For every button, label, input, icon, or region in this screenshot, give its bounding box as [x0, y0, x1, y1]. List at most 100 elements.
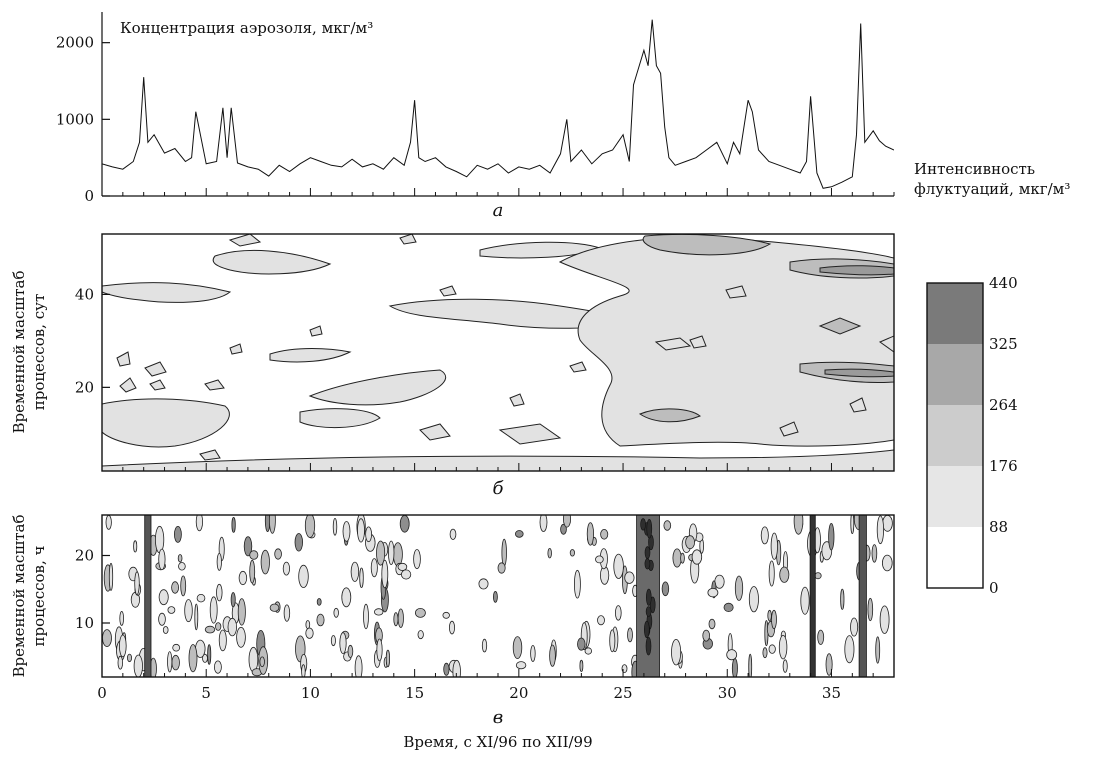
colorbar-band: [927, 283, 983, 344]
contour-blob: [249, 559, 256, 584]
contour-blob: [354, 655, 363, 677]
contour-region: [509, 393, 525, 407]
contour-region: [102, 282, 232, 303]
contour-blob: [177, 554, 183, 563]
contour-blob: [162, 626, 169, 634]
contour-blob: [305, 620, 311, 630]
contour-blob: [231, 517, 236, 533]
contour-region: [309, 325, 323, 337]
contour-blob: [748, 586, 759, 613]
colorbar-label: 88: [989, 518, 1008, 536]
contour-blob: [640, 518, 646, 531]
contour-blob: [105, 515, 112, 530]
contour-blob: [305, 627, 314, 639]
contour-blob: [600, 528, 609, 540]
contour-blob: [400, 569, 412, 580]
panel-v-xtick-label: 30: [718, 684, 737, 702]
contour-blob: [333, 607, 339, 618]
contour-blob: [357, 518, 365, 543]
contour-streak: [809, 515, 816, 677]
contour-blob: [800, 586, 810, 615]
contour-blob: [230, 592, 236, 608]
colorbar-label: 264: [989, 396, 1018, 414]
contour-blob: [723, 602, 734, 613]
contour-blob: [376, 540, 386, 566]
panel-v-ticks: 10 20 0 5 10 15 20 25 30 35: [75, 547, 895, 702]
contour-blob: [595, 555, 604, 564]
contour-blob: [341, 587, 352, 608]
contour-blob: [339, 632, 347, 654]
contour-blob: [584, 647, 592, 655]
contour-blob: [350, 561, 360, 582]
contour-blob: [301, 664, 306, 677]
contour-region: [439, 285, 457, 297]
contour-blob: [726, 649, 738, 661]
contour-blob: [708, 618, 716, 630]
contour-blob: [133, 654, 143, 677]
contour-blob: [825, 653, 833, 676]
contour-blob: [195, 515, 203, 532]
contour-blob: [359, 567, 364, 589]
contour-blob: [173, 526, 182, 543]
panel-b-ytick-label: 40: [75, 285, 94, 303]
contour-blob: [413, 549, 421, 570]
contour-blob: [748, 653, 753, 677]
contour-blob: [574, 569, 581, 599]
contour-blob: [867, 597, 874, 622]
contour-blob: [158, 589, 169, 606]
contour-blob: [707, 587, 719, 598]
contour-blob: [399, 515, 410, 533]
contour-blob: [213, 660, 222, 674]
contour-region: [399, 234, 417, 245]
contour-blob: [547, 548, 552, 559]
contour-blob: [734, 575, 744, 601]
contour-blob: [249, 550, 259, 560]
contour-blob: [134, 571, 140, 595]
contour-blob: [259, 656, 265, 668]
panel-v-xtick-label: 20: [509, 684, 528, 702]
contour-blob: [316, 598, 322, 606]
contour-blob: [449, 528, 457, 540]
panel-v-ylabel-line2: процессов, ч: [30, 545, 48, 646]
contour-blob: [237, 598, 246, 626]
panel-v-xtick-label: 5: [201, 684, 211, 702]
panel-v-xtick-label: 15: [405, 684, 424, 702]
panel-b-ylabel-line1: Временной масштаб: [10, 270, 28, 433]
contour-blob: [218, 629, 227, 652]
contour-region: [849, 397, 867, 413]
contour-blob: [779, 566, 790, 583]
contour-region: [204, 379, 225, 391]
contour-blob: [627, 627, 633, 643]
contour-blob: [871, 544, 878, 563]
colorbar-label: 325: [989, 335, 1018, 353]
contour-region: [308, 369, 447, 406]
contour-blob: [563, 515, 571, 528]
contour-blob: [770, 532, 778, 560]
contour-blob: [196, 594, 206, 603]
contour-blob: [762, 647, 768, 659]
contour-blob: [645, 606, 652, 617]
contour-blob: [452, 659, 461, 677]
panel-v-xtick-label: 25: [614, 684, 633, 702]
contour-region: [642, 234, 772, 256]
contour-blob: [397, 608, 404, 628]
colorbar-band: [927, 405, 983, 466]
contour-blob: [579, 659, 584, 673]
contour-blob: [283, 604, 291, 622]
contour-blob: [760, 526, 769, 545]
panel-b-letter: б: [493, 478, 505, 499]
panel-v-xtick-label: 0: [97, 684, 107, 702]
contour-blob: [184, 599, 193, 623]
contour-blob: [778, 635, 788, 660]
colorbar-label: 440: [989, 274, 1018, 292]
contour-blob: [178, 562, 186, 571]
contour-blob: [501, 538, 507, 567]
panel-b-ylabel-line2: процессов, сут: [30, 294, 48, 411]
contour-blob: [663, 520, 672, 531]
panel-v-contours: [102, 515, 893, 677]
contour-blob: [569, 549, 576, 557]
contour-blob: [613, 553, 624, 579]
